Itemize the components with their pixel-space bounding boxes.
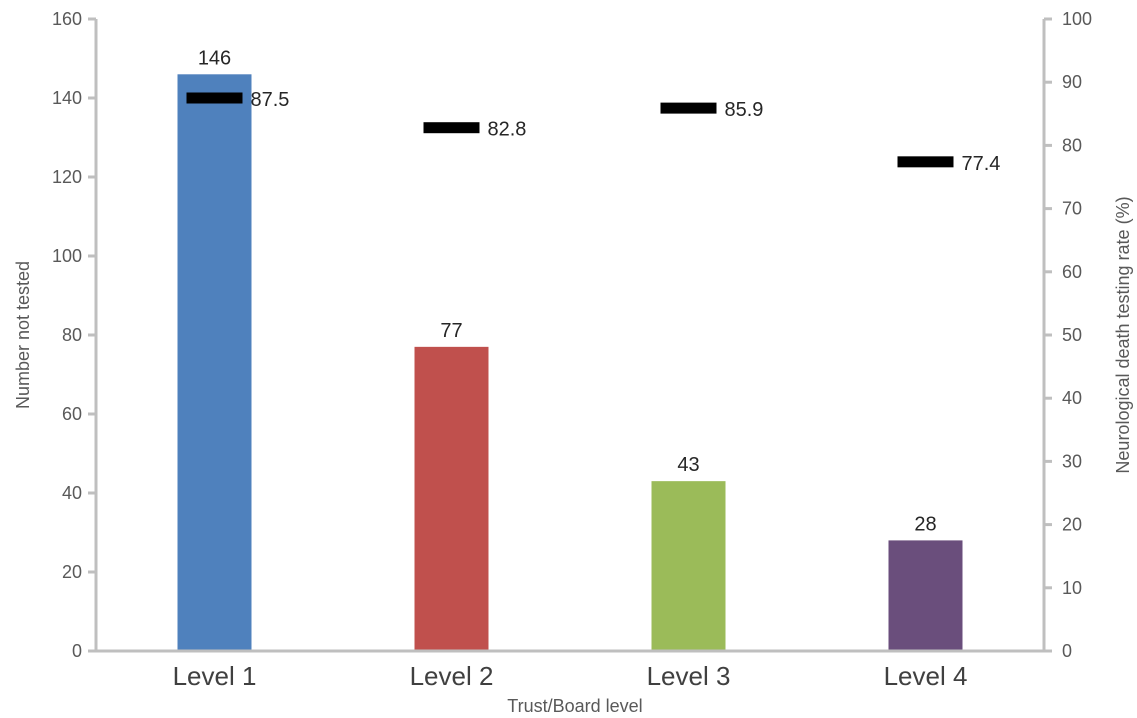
right-tick-label: 60 <box>1062 262 1082 282</box>
rate-value-label: 77.4 <box>962 153 1001 175</box>
rate-marker <box>660 102 717 114</box>
right-tick-label: 70 <box>1062 199 1082 219</box>
x-axis-title: Trust/Board level <box>507 696 642 716</box>
right-tick-label: 30 <box>1062 451 1082 471</box>
right-tick-label: 20 <box>1062 515 1082 535</box>
right-tick-label: 50 <box>1062 325 1082 345</box>
right-tick-label: 0 <box>1062 641 1072 661</box>
rate-value-label: 85.9 <box>725 99 764 121</box>
left-tick-label: 160 <box>52 9 82 29</box>
y-axis-title-right: Neurological death testing rate (%) <box>1113 196 1133 473</box>
left-y-axis: 0 20 40 60 80 100 120 140 160 <box>52 9 98 661</box>
rate-value-label: 87.5 <box>251 89 290 111</box>
category-label: Level 1 <box>173 661 257 691</box>
right-tick-label: 10 <box>1062 578 1082 598</box>
bar-series: 146 77 43 28 <box>177 47 963 652</box>
rate-marker-series: 87.5 82.8 85.9 77.4 <box>186 89 1001 175</box>
right-tick-label: 90 <box>1062 72 1082 92</box>
rate-marker <box>186 92 243 104</box>
bar <box>177 74 252 652</box>
bar-value-label: 43 <box>677 454 699 476</box>
bar-value-label: 28 <box>914 513 936 535</box>
bar <box>888 540 963 651</box>
right-y-axis: 0 10 20 30 40 50 60 70 80 90 100 <box>1042 9 1092 661</box>
left-tick-label: 120 <box>52 167 82 187</box>
right-tick-label: 100 <box>1062 9 1092 29</box>
rate-marker <box>423 122 480 134</box>
left-tick-label: 20 <box>62 562 82 582</box>
right-tick-label: 40 <box>1062 388 1082 408</box>
bar <box>651 481 726 651</box>
category-label: Level 2 <box>410 661 494 691</box>
y-axis-title-left: Number not tested <box>13 261 33 409</box>
rate-value-label: 82.8 <box>488 119 527 141</box>
bar <box>414 346 489 651</box>
bar-value-label: 146 <box>198 47 231 69</box>
left-tick-label: 140 <box>52 88 82 108</box>
left-tick-label: 100 <box>52 246 82 266</box>
bar-value-label: 77 <box>440 320 462 342</box>
right-tick-label: 80 <box>1062 135 1082 155</box>
left-tick-label: 80 <box>62 325 82 345</box>
left-tick-label: 0 <box>72 641 82 661</box>
category-label: Level 4 <box>884 661 968 691</box>
category-label: Level 3 <box>647 661 731 691</box>
x-axis: Level 1 Level 2 Level 3 Level 4 <box>96 649 1044 691</box>
left-tick-label: 60 <box>62 404 82 424</box>
left-tick-label: 40 <box>62 483 82 503</box>
rate-marker <box>897 156 954 168</box>
